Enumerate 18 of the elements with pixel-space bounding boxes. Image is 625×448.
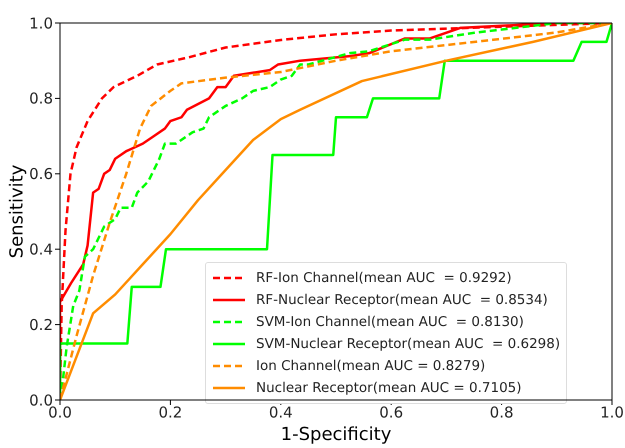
- y-tick-label: 0.4: [29, 240, 53, 259]
- y-axis-title: Sensitivity: [6, 164, 28, 258]
- x-tick-label: 0.2: [158, 404, 182, 422]
- legend-label: SVM-Nuclear Receptor(mean AUC = 0.6298): [256, 336, 560, 352]
- x-axis-title: 1-Specificity: [280, 424, 392, 445]
- legend-label: RF-Ion Channel(mean AUC = 0.9292): [256, 270, 512, 286]
- x-tick-label: 0.6: [379, 404, 404, 422]
- x-tick-label: 0.4: [268, 404, 293, 422]
- y-tick-label: 1.0: [29, 14, 53, 32]
- legend-label: Ion Channel(mean AUC = 0.8279): [256, 358, 486, 374]
- y-tick-label: 0.6: [29, 165, 53, 184]
- legend-label: SVM-Ion Channel(mean AUC = 0.8130): [256, 314, 524, 330]
- x-tick-label: 0.8: [490, 404, 514, 422]
- y-tick-label: 0.8: [29, 90, 53, 108]
- legend-label: Nuclear Receptor(mean AUC = 0.7105): [256, 380, 522, 396]
- legend-label: RF-Nuclear Receptor(mean AUC = 0.8534): [256, 292, 548, 308]
- y-tick-label: 0.2: [29, 316, 53, 334]
- x-tick-label: 1.0: [600, 404, 624, 422]
